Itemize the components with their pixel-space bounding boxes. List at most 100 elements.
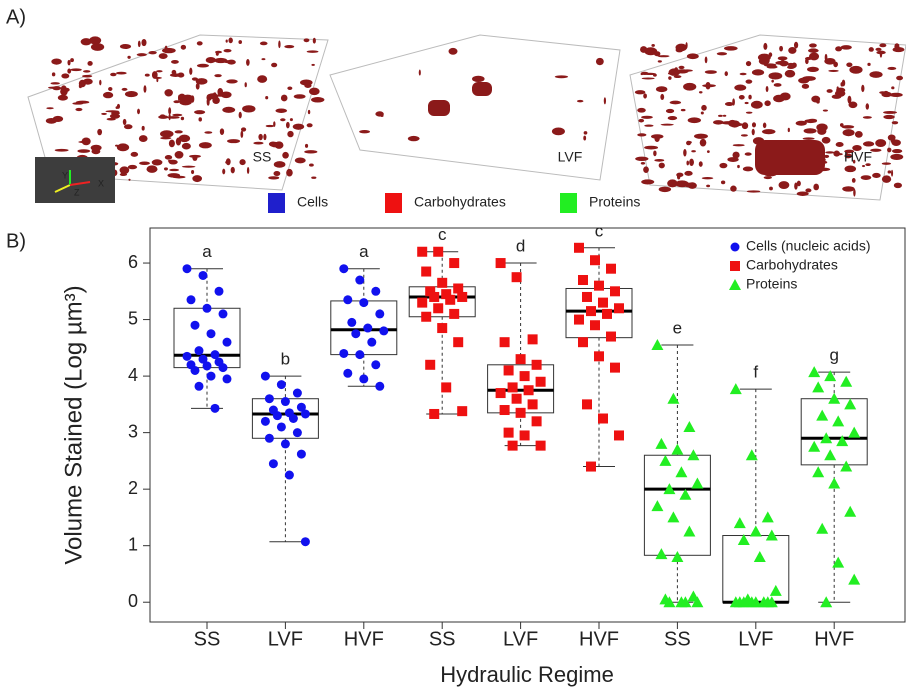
blob [841,45,852,49]
blob [419,70,421,76]
point [614,303,624,313]
blob [77,149,90,153]
point [207,372,216,381]
blob [668,116,677,120]
blob [120,44,131,49]
blob [408,136,420,141]
point [371,287,380,296]
blob [52,72,55,76]
blob [668,76,671,80]
box [801,399,867,465]
blob [359,130,370,133]
blob [115,145,118,147]
blob [890,154,903,160]
blob [270,142,280,148]
x-tick-label: LVF [503,628,538,650]
blob [863,141,874,146]
blob [380,115,383,117]
point [598,413,608,423]
blob [197,41,203,45]
point [659,455,671,466]
blob [169,169,179,171]
blob [131,152,139,157]
blob [260,42,268,46]
axes-widget-label: Y [62,170,68,180]
blob [822,137,831,144]
point [211,404,220,413]
blob [840,123,844,127]
point [191,321,200,330]
blob [683,83,696,91]
blob [882,162,891,165]
blob [888,170,892,173]
y-tick-label: 6 [128,252,138,272]
blob [752,122,756,127]
blob [87,61,92,66]
point [671,551,683,562]
blob [659,163,665,169]
blob [122,88,128,91]
point [301,537,310,546]
blob [653,150,656,156]
blob [70,68,82,71]
point [281,397,290,406]
blob [125,91,138,97]
blob [654,135,659,142]
point [183,352,192,361]
point [219,309,228,318]
blob [263,134,266,140]
blob [171,60,179,64]
blob [642,77,655,79]
point [207,329,216,338]
blob [794,182,797,189]
blob [660,94,664,100]
blob [768,72,782,79]
blob [141,39,146,46]
blob [128,165,137,169]
blob [658,55,670,57]
blob [169,114,171,121]
point [532,416,542,426]
blob [176,138,181,146]
point [832,415,844,426]
legend-label: Carbohydrates [746,257,838,273]
blob [807,67,819,72]
legend-label: Proteins [746,276,797,292]
blob [75,108,82,111]
blob [160,137,171,140]
blob [222,107,235,113]
point [512,272,522,282]
blob [644,146,658,150]
point [417,247,427,257]
blob [797,191,809,195]
point [183,264,192,273]
axes-widget-label: Z [74,187,80,197]
blob [809,43,817,47]
blob [771,80,774,83]
blob [472,76,485,82]
panel-label: A) [6,6,26,28]
y-tick-label: 5 [128,308,138,328]
point [215,287,224,296]
render-label: HVF [844,149,872,165]
blob [275,108,287,113]
blob [295,158,306,164]
blob [311,177,316,179]
blob [883,115,895,119]
point [610,363,620,373]
blob [808,119,817,122]
x-tick-label: HVF [814,628,854,650]
blob [706,185,710,188]
point [606,332,616,342]
blob [679,66,685,69]
blob [670,101,682,105]
blob [637,133,646,136]
point [812,381,824,392]
point [602,309,612,319]
legend-label: Carbohydrates [414,194,506,210]
blob [304,150,317,153]
legend-swatch [560,193,577,213]
point [199,271,208,280]
point [840,376,852,387]
blob [51,82,60,84]
